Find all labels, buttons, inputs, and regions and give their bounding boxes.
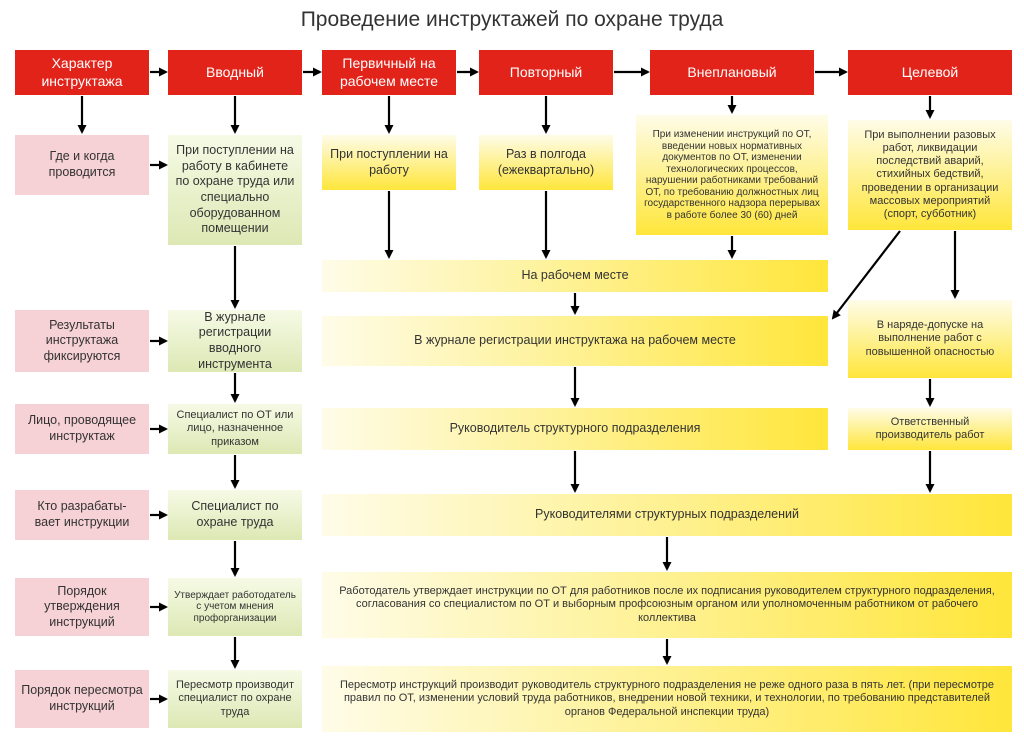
rowlabel-results: Результаты инструктажа фиксируются bbox=[15, 310, 149, 372]
header-target: Целевой bbox=[848, 50, 1012, 95]
y-approval: Работодатель утверждает инструкции по ОТ… bbox=[322, 572, 1012, 638]
green-develops: Специалист по охране труда bbox=[168, 490, 302, 540]
y-repeat-when: Раз в полгода (ежеквартально) bbox=[479, 135, 613, 190]
y-heads-units: Руководителями структурных подразделений bbox=[322, 494, 1012, 536]
green-revision: Пересмотр производит специалист по охран… bbox=[168, 670, 302, 728]
y-resp-producer: Ответственный производитель работ bbox=[848, 408, 1012, 450]
green-approve: Утверждает работодатель с учетом мнения … bbox=[168, 578, 302, 636]
y-target-when: При выполнении разовых работ, ликвидации… bbox=[848, 120, 1012, 230]
header-primary: Первичный на рабочем месте bbox=[322, 50, 456, 95]
header-unplanned: Внеплановый bbox=[650, 50, 814, 95]
rowlabel-approve: Порядок утверждения инструкций bbox=[15, 578, 149, 636]
y-primary-when: При поступлении на работу bbox=[322, 135, 456, 190]
y-permit: В наряде-допуске на выполнение работ с п… bbox=[848, 300, 1012, 378]
header-repeat: Повторный bbox=[479, 50, 613, 95]
rowlabel-develops: Кто разрабаты- вает инструкции bbox=[15, 490, 149, 540]
green-results: В журнале регистрации вводного инструмен… bbox=[168, 310, 302, 372]
y-unplanned-when: При изменении инструкций по ОТ, введении… bbox=[636, 115, 828, 235]
header-character: Характер инструктажа bbox=[15, 50, 149, 95]
green-where: При поступлении на работу в кабинете по … bbox=[168, 135, 302, 245]
y-journal: В журнале регистрации инструктажа на раб… bbox=[322, 316, 828, 366]
rowlabel-revision: Порядок пересмотра инструкций bbox=[15, 670, 149, 728]
y-workplace: На рабочем месте bbox=[322, 260, 828, 292]
rowlabel-person: Лицо, проводящее инструктаж bbox=[15, 404, 149, 454]
green-person: Специалист по ОТ или лицо, назначенное п… bbox=[168, 404, 302, 454]
y-head-unit: Руководитель структурного подразделения bbox=[322, 408, 828, 450]
header-intro: Вводный bbox=[168, 50, 302, 95]
y-revision: Пересмотр инструкций производит руководи… bbox=[322, 666, 1012, 732]
diagram-title: Проведение инструктажей по охране труда bbox=[0, 0, 1024, 42]
rowlabel-where-when: Где и когда проводится bbox=[15, 135, 149, 195]
